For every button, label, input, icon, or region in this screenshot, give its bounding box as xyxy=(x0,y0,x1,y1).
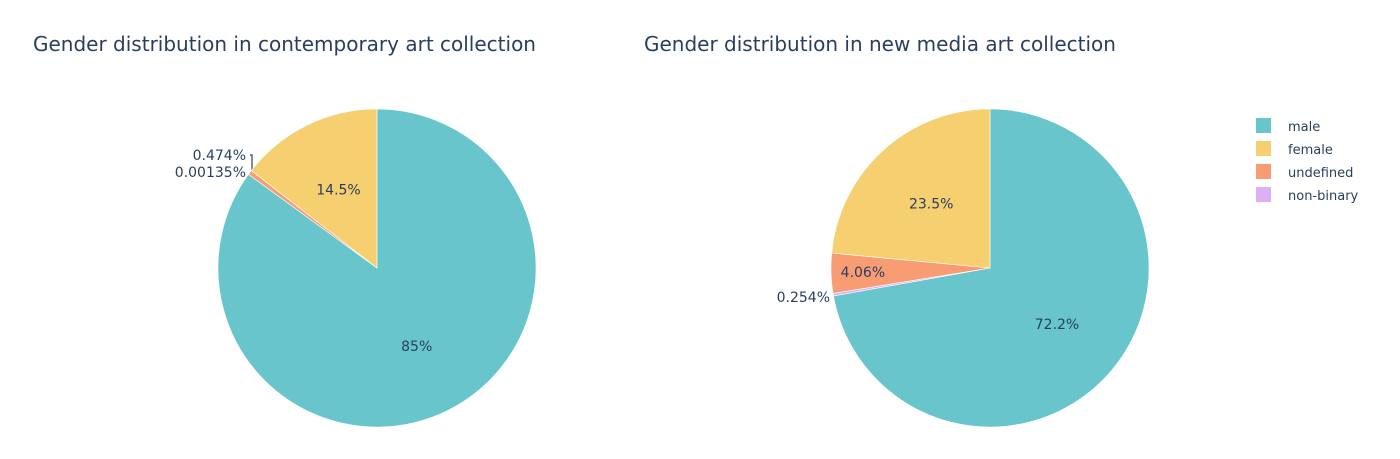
pie-slice-female[interactable] xyxy=(250,108,378,269)
slice-label-female: 14.5% xyxy=(316,183,360,199)
legend-label-non-binary: non-binary xyxy=(1288,189,1359,204)
legend-swatch-undefined xyxy=(1256,164,1271,179)
pie-chart-new-media: 72.2% 0.254% 4.06% 23.5% xyxy=(777,108,1150,428)
chart-title-new-media: Gender distribution in new media art col… xyxy=(644,32,1116,56)
slice-label-non-binary: 0.254% xyxy=(777,290,830,306)
legend-item-female[interactable]: female xyxy=(1256,141,1333,158)
legend-label-female: female xyxy=(1288,143,1333,158)
pie-chart-contemporary: 85% 0.474%0.00135% 14.5% xyxy=(175,108,537,428)
pie-slice-male[interactable] xyxy=(833,108,1150,428)
slice-label-male: 72.2% xyxy=(1035,317,1079,333)
legend: male female undefined non-binary xyxy=(1256,118,1359,204)
slice-label-undefined: 0.474% xyxy=(193,148,246,164)
legend-swatch-male xyxy=(1256,118,1271,133)
slice-label-female: 23.5% xyxy=(909,196,953,212)
chart-title-contemporary: Gender distribution in contemporary art … xyxy=(33,32,536,56)
slice-label-undefined: 4.06% xyxy=(841,265,885,281)
legend-item-non-binary[interactable]: non-binary xyxy=(1256,187,1359,204)
pie-slice-female[interactable] xyxy=(831,108,991,269)
legend-label-male: male xyxy=(1288,120,1320,135)
slice-leader-line-undefined xyxy=(250,154,253,170)
slice-label-non-binary: 0.00135% xyxy=(175,165,246,181)
legend-item-undefined[interactable]: undefined xyxy=(1256,164,1353,181)
legend-swatch-female xyxy=(1256,141,1271,156)
legend-swatch-non-binary xyxy=(1256,187,1271,202)
legend-label-undefined: undefined xyxy=(1288,166,1353,181)
legend-item-male[interactable]: male xyxy=(1256,118,1320,135)
slice-label-male: 85% xyxy=(401,339,432,355)
